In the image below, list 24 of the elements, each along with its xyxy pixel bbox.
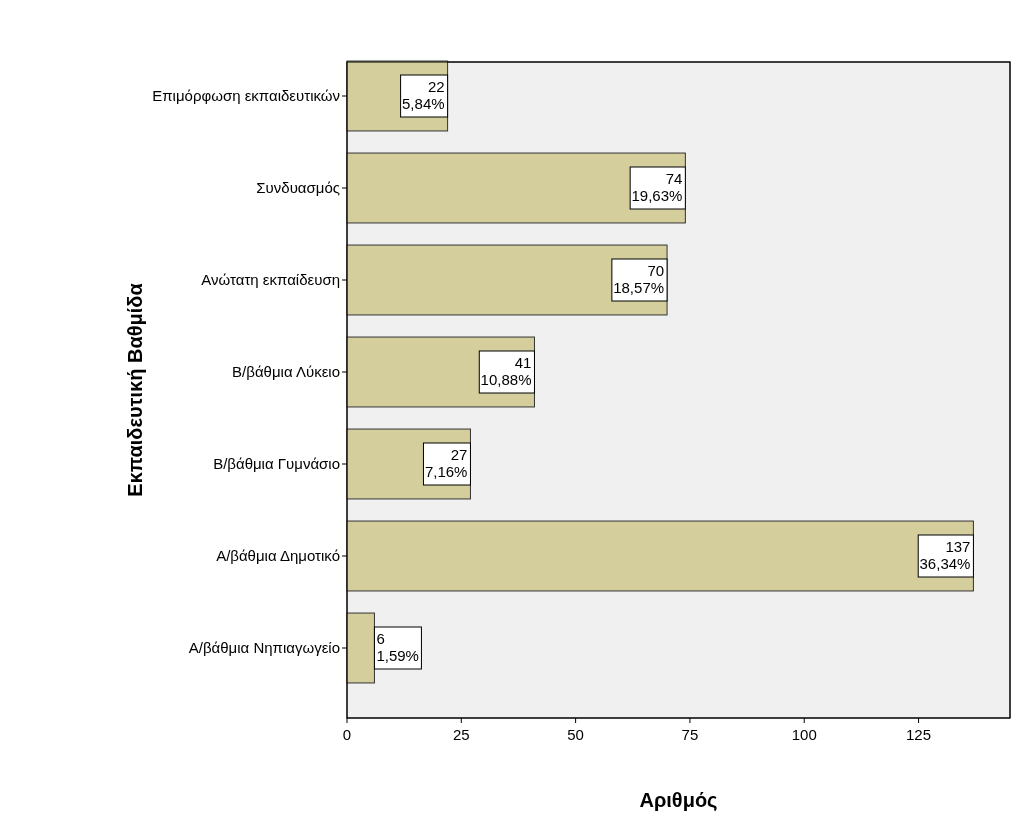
data-label: 74 19,63%	[631, 170, 683, 204]
y-tick-label: Α/βάθμια Δημοτικό	[216, 547, 340, 564]
x-tick-label: 125	[906, 726, 932, 743]
bar	[346, 520, 974, 592]
y-tick-label: Συνδυασμός	[256, 179, 340, 196]
y-tick-label: Β/βάθμια Λύκειο	[232, 363, 340, 380]
data-label: 41 10,88%	[480, 354, 532, 388]
x-tick-label: 0	[342, 726, 352, 743]
x-axis-title: Αριθμός	[639, 789, 718, 811]
data-label: 137 36,34%	[919, 538, 971, 572]
data-label: 22 5,84%	[402, 78, 445, 112]
x-tick-label: 75	[681, 726, 699, 743]
data-label: 6 1,59%	[376, 630, 419, 664]
y-tick-label: Επιμόρφωση εκπαιδευτικών	[152, 87, 340, 104]
y-tick-label: Β/βάθμια Γυμνάσιο	[213, 455, 340, 472]
x-tick-label: 25	[452, 726, 470, 743]
y-axis-title: Εκπαιδευτική Βαθμίδα	[123, 282, 146, 497]
data-label: 27 7,16%	[424, 446, 468, 480]
bar	[346, 244, 668, 316]
y-tick-label: Ανώτατη εκπαίδευση	[201, 271, 340, 288]
data-label: 70 18,57%	[613, 262, 665, 296]
x-tick-label: 100	[791, 726, 817, 743]
y-tick-label: Α/βάθμια Νηπιαγωγείο	[188, 639, 340, 656]
x-tick-label: 50	[567, 726, 584, 743]
